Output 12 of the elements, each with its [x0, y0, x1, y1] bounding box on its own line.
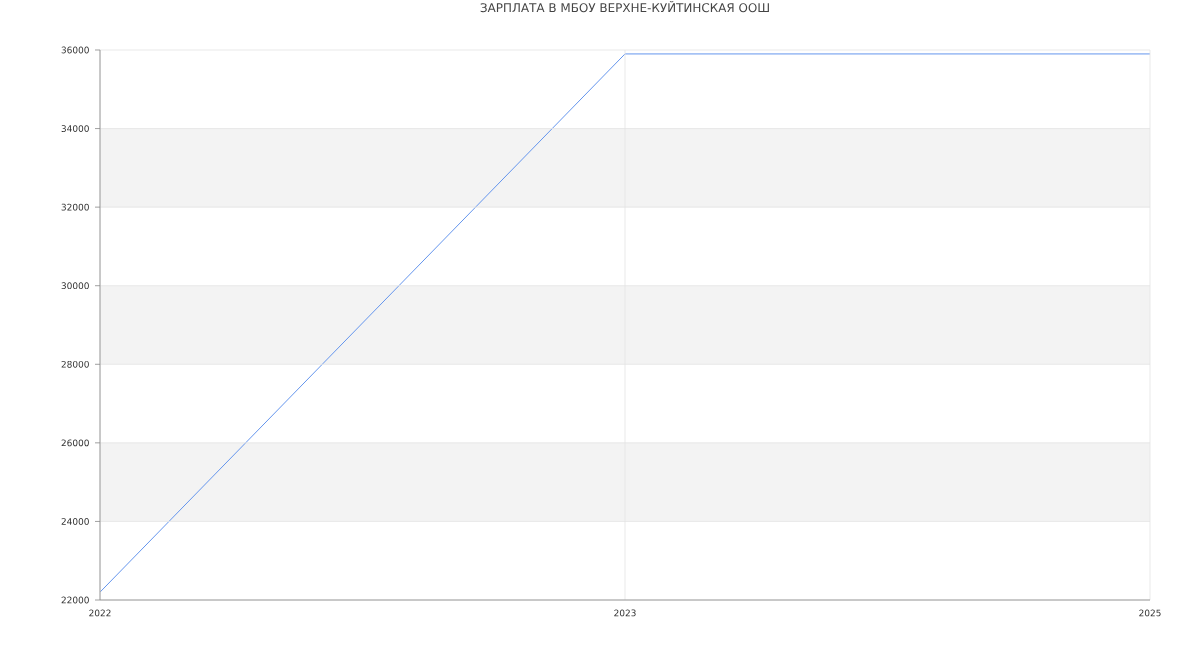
y-tick-label: 30000 — [61, 282, 89, 290]
y-tick-label: 24000 — [61, 518, 89, 525]
x-tick-label: 2023 — [614, 609, 636, 617]
y-tick-label: 36000 — [61, 46, 89, 54]
y-tick-label: 32000 — [61, 203, 89, 211]
y-tick-label: 34000 — [61, 125, 89, 132]
x-tick-label: 2025 — [1139, 609, 1161, 617]
y-tick-label: 26000 — [61, 439, 89, 447]
y-tick-label: 28000 — [61, 360, 89, 368]
x-tick-label: 2022 — [89, 609, 111, 617]
y-tick-label: 22000 — [61, 596, 89, 604]
chart-title: ЗАРПЛАТА В МБОУ ВЕРХНЕ-КУЙТИНСКАЯ ООШ — [480, 0, 769, 13]
